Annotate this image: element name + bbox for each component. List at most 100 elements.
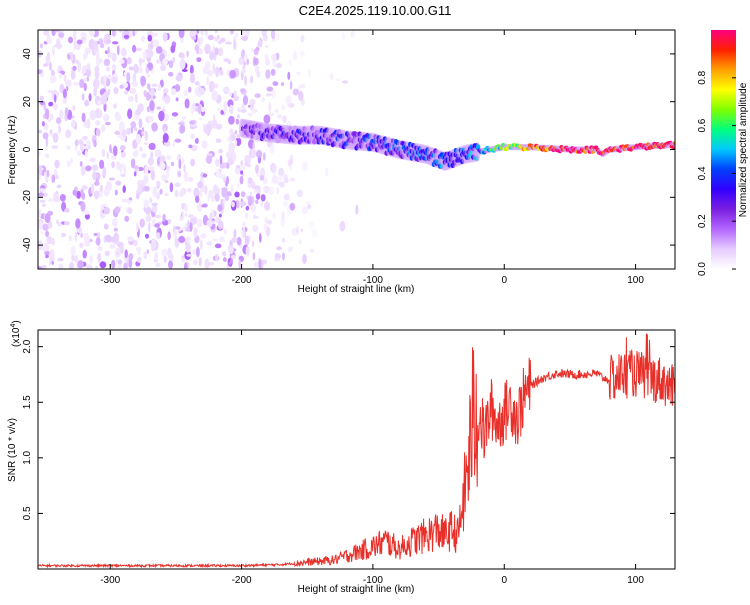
heatmap-cell — [211, 119, 218, 129]
heatmap-cell — [231, 152, 237, 162]
heatmap-cell — [244, 235, 250, 246]
heatmap-cell — [82, 249, 87, 259]
x-tick-label: -100 — [363, 575, 383, 586]
heatmap-cell — [116, 251, 120, 256]
heatmap-cell — [223, 89, 230, 93]
heatmap-cell — [152, 186, 158, 198]
heatmap-cell — [57, 221, 62, 227]
heatmap-cell — [93, 40, 98, 50]
heatmap-cell — [246, 58, 249, 65]
heatmap-cell — [152, 39, 160, 48]
heatmap-cell — [122, 129, 127, 138]
heatmap-cell — [70, 70, 76, 80]
heatmap-cell — [109, 144, 112, 153]
heatmap-cell — [214, 193, 220, 202]
heatmap-cell — [240, 160, 243, 167]
heatmap-cell — [42, 223, 49, 231]
heatmap-cell — [143, 174, 149, 185]
heatmap-cell — [145, 233, 149, 239]
heatmap-cell — [173, 234, 178, 238]
heatmap-cell — [47, 51, 51, 58]
heatmap-cell — [189, 73, 196, 84]
heatmap-cell — [143, 251, 148, 260]
heatmap-cell — [250, 204, 257, 213]
heatmap-cell — [169, 182, 174, 193]
heatmap-cell — [178, 190, 184, 198]
heatmap-cell — [161, 95, 165, 102]
heatmap-cell — [117, 264, 123, 269]
heatmap-cell — [103, 188, 110, 196]
heatmap-cell — [231, 201, 235, 208]
heatmap-cell — [168, 260, 173, 269]
heatmap-cell — [137, 166, 144, 172]
heatmap-cell — [38, 129, 43, 134]
heatmap-cell — [132, 30, 136, 37]
heatmap-cell — [188, 144, 193, 149]
heatmap-cell — [253, 215, 259, 219]
heatmap-cell — [174, 182, 181, 188]
heatmap-cell — [222, 251, 227, 257]
heatmap-cell — [56, 38, 61, 49]
heatmap-cell — [142, 50, 147, 60]
heatmap-cell — [111, 30, 116, 37]
heatmap-cell — [190, 158, 196, 167]
heatmap-cell — [197, 91, 201, 98]
heatmap-cell — [282, 200, 289, 207]
heatmap-cell — [263, 114, 271, 124]
snr-ticks: -300 -200 -100 0 100 0.5 1.0 1.5 2.0 — [22, 330, 675, 586]
heatmap-cell — [241, 69, 246, 74]
heatmap-cell — [147, 74, 151, 78]
heatmap-cell — [234, 191, 240, 198]
heatmap-cell — [189, 120, 195, 125]
heatmap-cell — [95, 120, 101, 126]
heatmap-cell — [43, 63, 48, 67]
heatmap-cell — [183, 171, 188, 182]
heatmap-cell — [154, 251, 159, 262]
heatmap-cell — [94, 65, 100, 73]
heatmap-cell — [228, 146, 232, 153]
heatmap-cell — [171, 112, 179, 117]
heatmap-cell — [168, 72, 174, 77]
heatmap-cell — [106, 66, 111, 72]
heatmap-cell — [289, 80, 293, 90]
heatmap-cell — [135, 108, 142, 116]
heatmap-cell — [204, 30, 208, 37]
heatmap-cell — [229, 30, 235, 35]
heatmap-cell — [195, 195, 200, 203]
heatmap-cell — [113, 87, 119, 95]
heatmap-cell — [234, 166, 241, 175]
heatmap-cell — [72, 189, 77, 196]
heatmap-cell — [114, 206, 121, 214]
heatmap-cell — [88, 189, 92, 194]
heatmap-cell — [133, 239, 138, 247]
heatmap-cell — [227, 247, 234, 255]
heatmap-cell — [185, 243, 191, 253]
heatmap-cell — [152, 32, 159, 37]
heatmap-cell — [219, 174, 226, 179]
heatmap-cell — [73, 81, 80, 86]
heatmap-cell — [236, 236, 242, 246]
heatmap-cell — [145, 91, 151, 101]
x-tick-label: -300 — [100, 275, 120, 286]
heatmap-cell — [41, 264, 47, 269]
heatmap-cell — [184, 203, 188, 213]
heatmap-cell — [79, 242, 84, 248]
heatmap-cell — [95, 265, 99, 269]
x-tick-label: -300 — [100, 575, 120, 586]
heatmap-cell — [49, 249, 55, 260]
heatmap-cell — [227, 265, 230, 269]
heatmap-cell — [217, 107, 220, 112]
heatmap-cell — [54, 93, 57, 103]
heatmap-cell — [289, 177, 296, 182]
heatmap-cell — [312, 147, 316, 153]
heatmap-cell — [135, 222, 139, 233]
heatmap-cell — [222, 198, 226, 204]
heatmap-cell — [112, 41, 119, 45]
heatmap-cell — [223, 228, 228, 235]
heatmap-cell — [212, 238, 218, 242]
heatmap-cell — [134, 127, 138, 131]
heatmap-cell — [61, 232, 66, 238]
heatmap-cell — [238, 56, 245, 65]
heatmap-cell — [51, 69, 55, 78]
